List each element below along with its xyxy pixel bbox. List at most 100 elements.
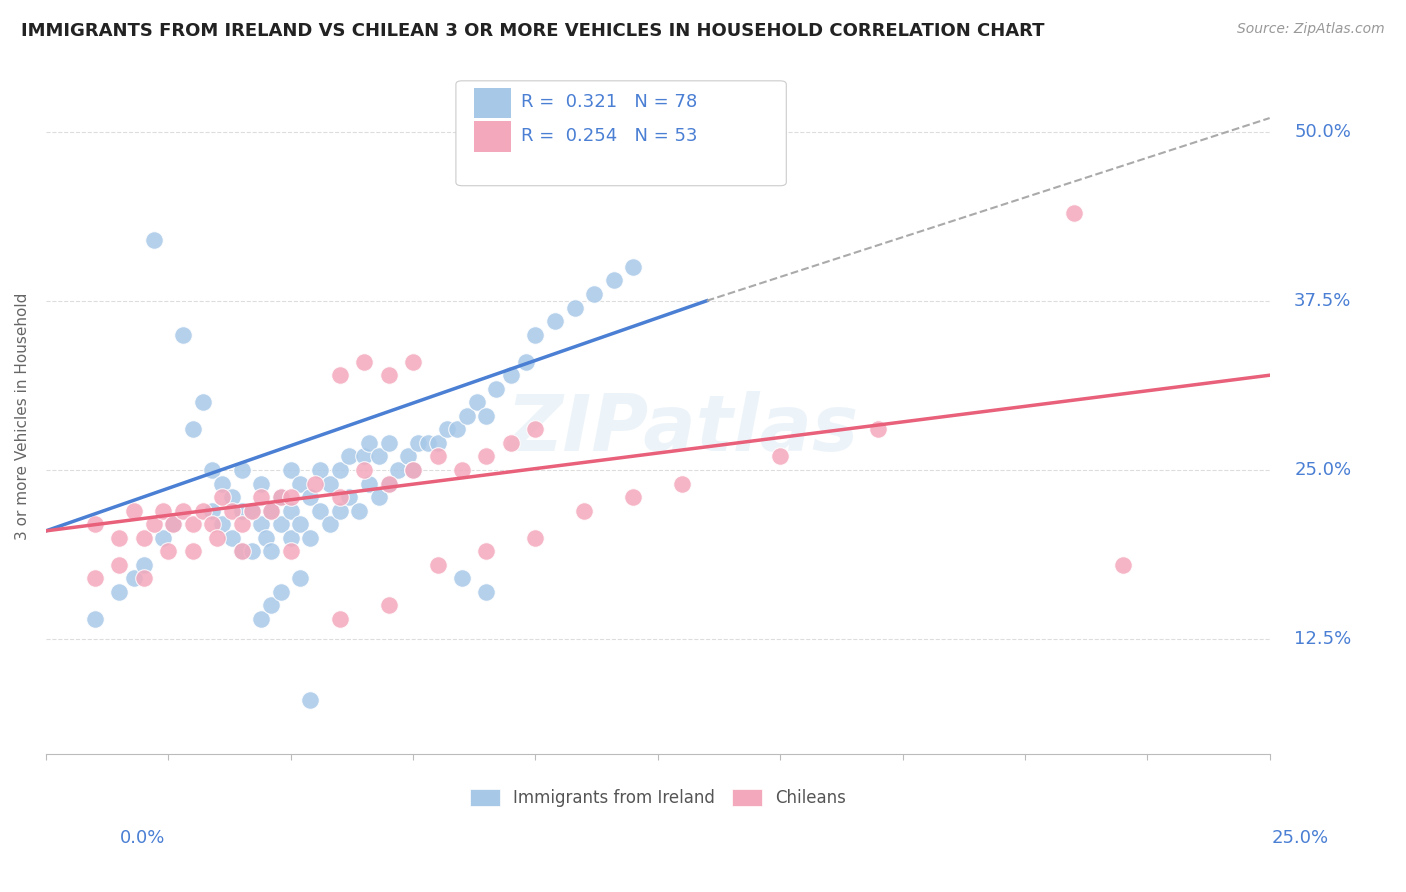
Point	[416, 436, 439, 450]
Point	[270, 490, 292, 504]
Point	[221, 503, 243, 517]
Point	[201, 503, 224, 517]
Point	[387, 463, 409, 477]
Point	[451, 463, 474, 477]
Point	[181, 544, 204, 558]
Point	[426, 558, 449, 572]
Point	[299, 490, 322, 504]
Point	[250, 490, 273, 504]
Point	[231, 503, 253, 517]
Point	[280, 531, 302, 545]
Text: 25.0%: 25.0%	[1271, 829, 1329, 847]
Point	[211, 476, 233, 491]
Point	[524, 531, 547, 545]
Point	[270, 517, 292, 532]
Point	[1063, 206, 1085, 220]
Point	[207, 531, 229, 545]
Point	[84, 517, 107, 532]
Point	[671, 476, 693, 491]
Point	[583, 287, 606, 301]
Point	[524, 422, 547, 436]
Point	[475, 409, 498, 423]
Point	[377, 599, 399, 613]
Point	[231, 544, 253, 558]
Point	[621, 490, 644, 504]
Point	[254, 531, 277, 545]
Point	[260, 503, 283, 517]
Point	[868, 422, 890, 436]
Point	[290, 476, 312, 491]
Point	[406, 436, 429, 450]
Point	[319, 476, 342, 491]
Point	[329, 490, 352, 504]
Text: 50.0%: 50.0%	[1294, 122, 1351, 141]
Point	[260, 503, 283, 517]
Point	[353, 450, 375, 464]
Text: 25.0%: 25.0%	[1294, 461, 1351, 479]
Point	[353, 354, 375, 368]
Point	[446, 422, 468, 436]
Point	[290, 517, 312, 532]
Point	[603, 273, 626, 287]
Text: IMMIGRANTS FROM IRELAND VS CHILEAN 3 OR MORE VEHICLES IN HOUSEHOLD CORRELATION C: IMMIGRANTS FROM IRELAND VS CHILEAN 3 OR …	[21, 22, 1045, 40]
Point	[132, 531, 155, 545]
Point	[515, 354, 537, 368]
Point	[84, 612, 107, 626]
Point	[544, 314, 567, 328]
Point	[339, 490, 361, 504]
Point	[329, 503, 352, 517]
Point	[172, 327, 194, 342]
Point	[451, 571, 474, 585]
Bar	[474, 87, 510, 118]
Point	[769, 450, 792, 464]
Point	[132, 571, 155, 585]
Point	[499, 436, 522, 450]
Point	[211, 490, 233, 504]
Point	[157, 544, 180, 558]
Point	[280, 544, 302, 558]
Text: R =  0.254   N = 53: R = 0.254 N = 53	[520, 128, 697, 145]
Point	[142, 233, 165, 247]
Point	[240, 544, 263, 558]
Point	[108, 531, 131, 545]
Point	[574, 503, 596, 517]
Point	[621, 260, 644, 274]
Point	[357, 436, 380, 450]
Point	[339, 450, 361, 464]
Point	[402, 463, 425, 477]
Point	[201, 517, 224, 532]
FancyBboxPatch shape	[456, 81, 786, 186]
Text: R =  0.321   N = 78: R = 0.321 N = 78	[520, 94, 697, 112]
Point	[456, 409, 478, 423]
Point	[329, 612, 352, 626]
Point	[377, 368, 399, 383]
Point	[122, 571, 145, 585]
Point	[319, 517, 342, 532]
Point	[377, 476, 399, 491]
Point	[84, 571, 107, 585]
Point	[172, 503, 194, 517]
Point	[250, 476, 273, 491]
Point	[475, 544, 498, 558]
Point	[250, 517, 273, 532]
Point	[152, 503, 174, 517]
Point	[426, 450, 449, 464]
Point	[396, 450, 419, 464]
Point	[142, 517, 165, 532]
Point	[377, 436, 399, 450]
Point	[231, 463, 253, 477]
Point	[402, 463, 425, 477]
Point	[280, 503, 302, 517]
Point	[499, 368, 522, 383]
Point	[191, 395, 214, 409]
Text: 12.5%: 12.5%	[1294, 630, 1351, 648]
Point	[270, 490, 292, 504]
Point	[309, 503, 332, 517]
Point	[524, 327, 547, 342]
Point	[485, 382, 508, 396]
Point	[162, 517, 184, 532]
Point	[108, 584, 131, 599]
Point	[402, 354, 425, 368]
Point	[304, 476, 326, 491]
Point	[290, 571, 312, 585]
